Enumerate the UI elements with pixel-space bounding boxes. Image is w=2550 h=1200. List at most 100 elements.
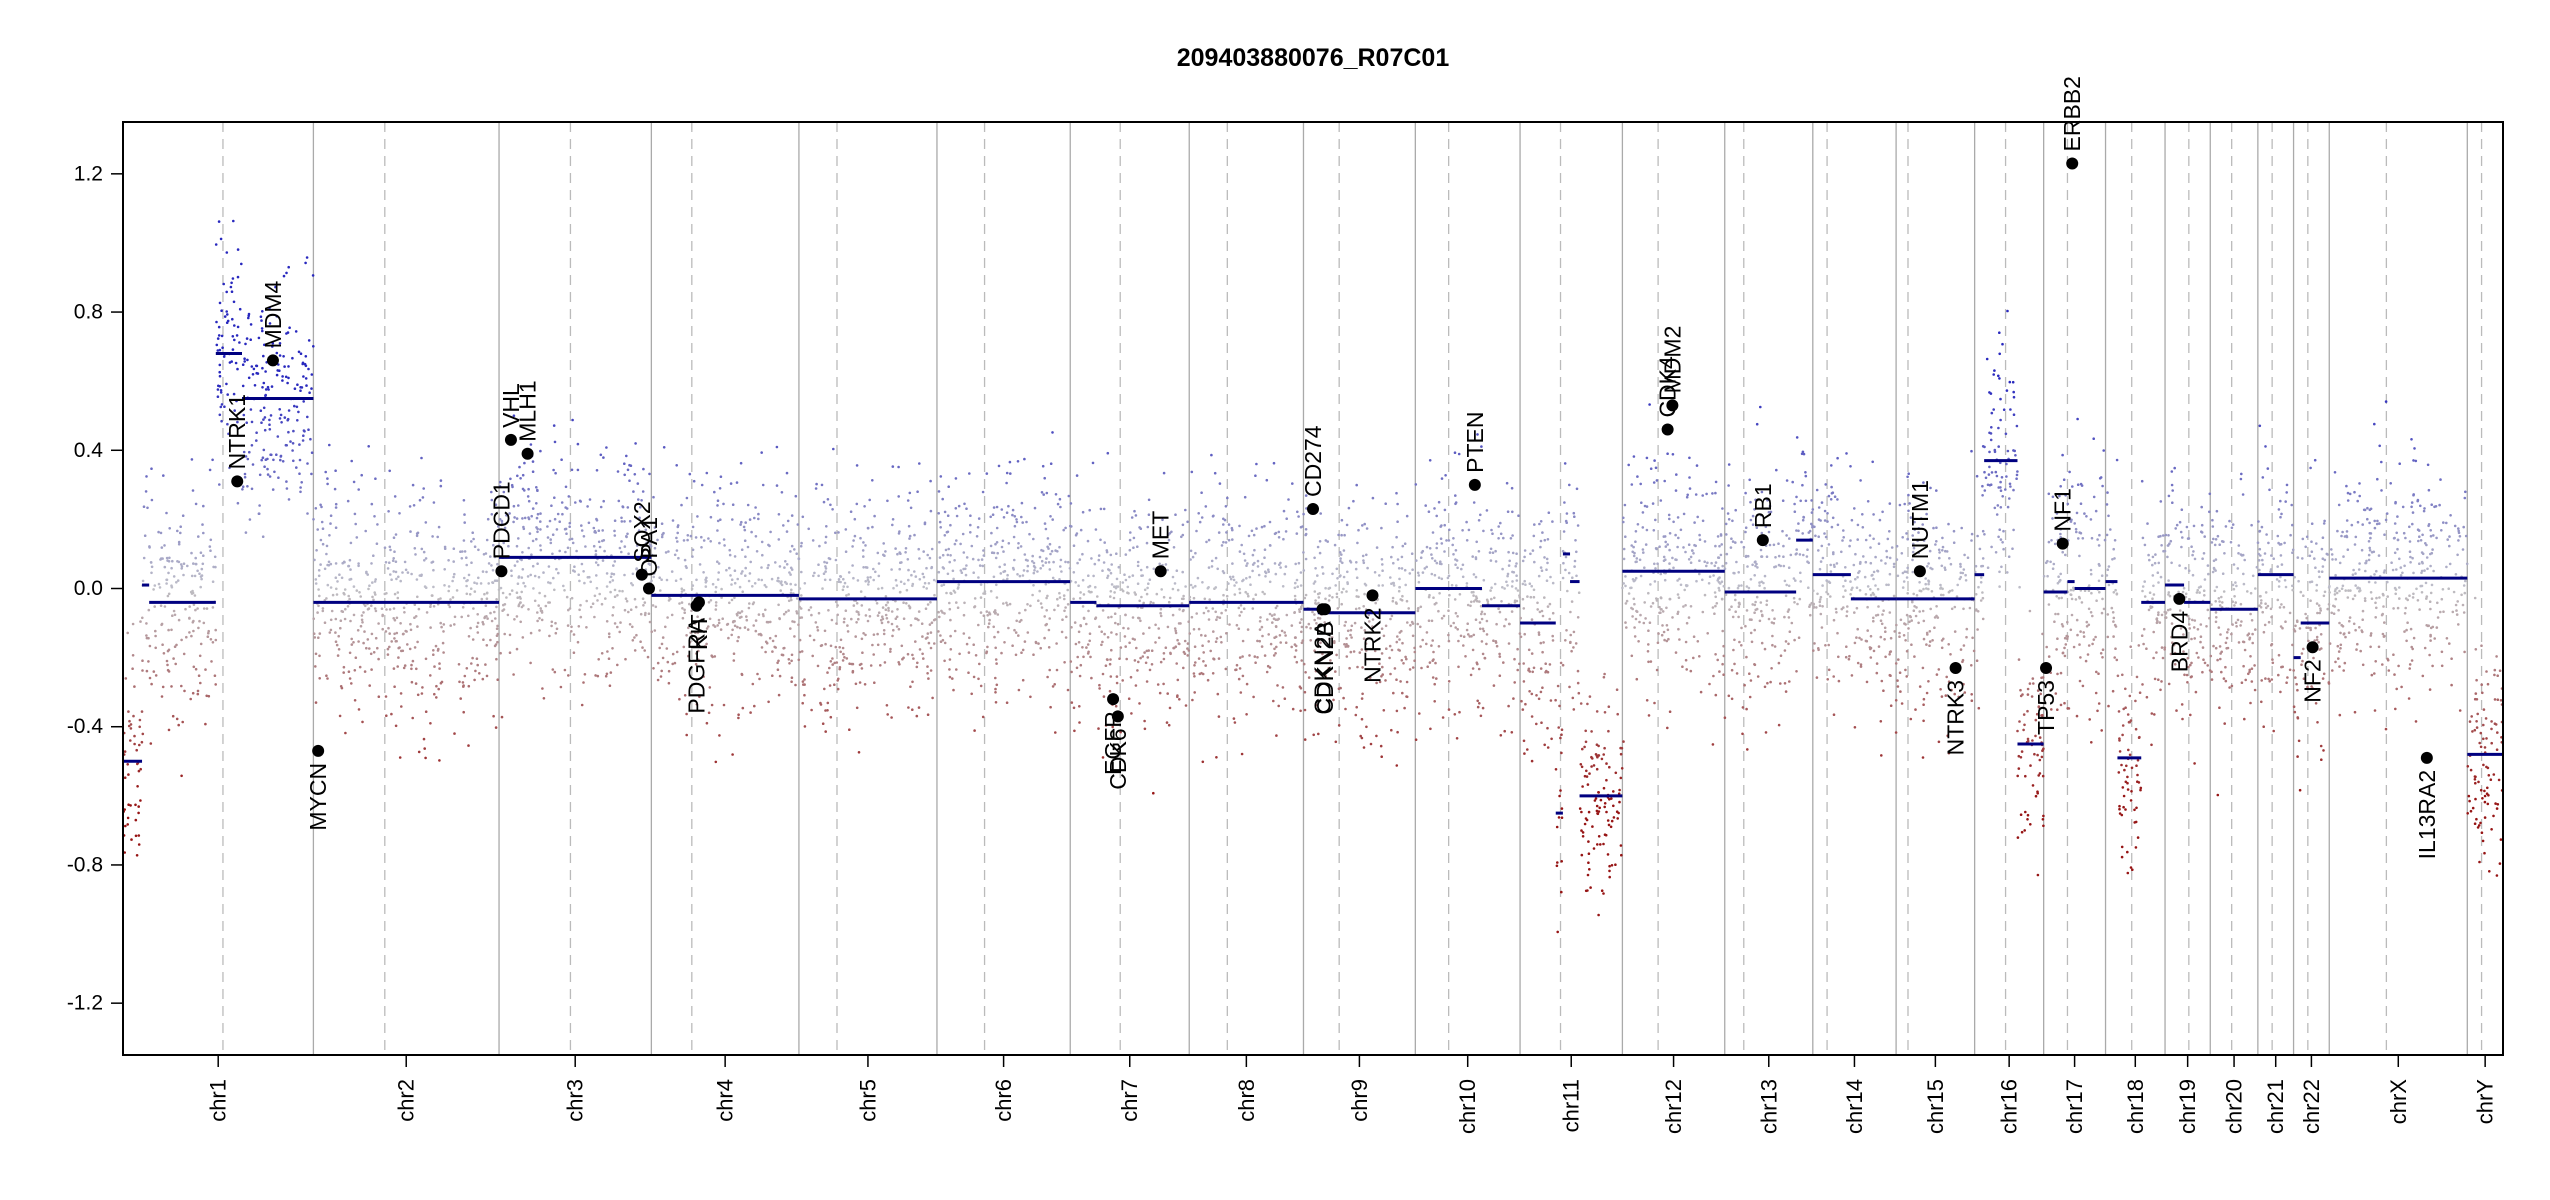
probe-point [306, 462, 309, 465]
probe-point [774, 561, 777, 564]
probe-point [583, 673, 587, 676]
probe-point [711, 582, 715, 586]
probe-point [925, 566, 928, 570]
probe-point [134, 834, 138, 838]
probe-point [1610, 819, 1614, 823]
probe-point [1543, 596, 1546, 599]
probe-point [1435, 542, 1439, 545]
probe-point [1943, 566, 1947, 569]
probe-point [398, 756, 402, 759]
probe-point [1692, 656, 1695, 660]
probe-point [939, 640, 943, 643]
probe-point [304, 355, 308, 358]
probe-point [766, 566, 769, 570]
probe-point [948, 668, 951, 671]
probe-point [778, 617, 781, 621]
probe-point [370, 604, 373, 607]
probe-point [1597, 810, 1601, 813]
probe-point [1808, 529, 1812, 533]
probe-point [1233, 593, 1237, 596]
probe-point [1660, 633, 1664, 637]
probe-point [1435, 561, 1439, 565]
probe-point [1848, 544, 1851, 548]
probe-point [1194, 661, 1197, 664]
probe-point [628, 479, 631, 483]
probe-point [1263, 556, 1266, 559]
probe-point [1224, 541, 1228, 544]
probe-point [656, 538, 659, 542]
probe-point [1335, 595, 1339, 599]
probe-point [328, 631, 332, 634]
probe-point [716, 578, 720, 581]
probe-point [659, 675, 663, 678]
probe-point [612, 606, 615, 609]
probe-point [1283, 697, 1287, 700]
probe-point [1824, 483, 1827, 486]
probe-point [613, 519, 617, 522]
probe-point [190, 551, 193, 555]
probe-point [202, 607, 206, 610]
probe-point [1135, 646, 1138, 650]
probe-point [519, 601, 522, 604]
probe-point [1544, 662, 1547, 665]
probe-point [183, 689, 186, 693]
probe-point [138, 725, 141, 729]
probe-point [1318, 650, 1322, 654]
probe-point [981, 490, 985, 494]
probe-point [844, 528, 848, 531]
probe-point [1701, 494, 1704, 497]
probe-point [463, 550, 467, 553]
probe-point [414, 553, 417, 556]
probe-point [1620, 767, 1624, 770]
probe-point [1345, 523, 1349, 527]
probe-point [568, 525, 571, 528]
probe-point [1953, 630, 1957, 633]
probe-point [241, 488, 244, 491]
probe-point [1572, 630, 1576, 634]
probe-point [1714, 561, 1718, 564]
probe-point [1251, 553, 1255, 557]
probe-point [774, 646, 777, 649]
probe-point [1528, 690, 1531, 693]
probe-point [1235, 663, 1239, 667]
probe-point [1823, 509, 1827, 513]
probe-point [177, 542, 181, 546]
probe-point [1797, 522, 1800, 525]
probe-point [541, 687, 544, 690]
probe-point [915, 665, 919, 669]
probe-point [833, 661, 836, 665]
probe-point [1404, 583, 1407, 587]
probe-point [1573, 565, 1576, 568]
probe-point [1231, 575, 1235, 579]
probe-point [1894, 731, 1898, 734]
probe-point [485, 570, 488, 574]
probe-point [433, 665, 436, 668]
probe-point [965, 642, 969, 646]
probe-point [1178, 698, 1181, 701]
probe-point [816, 625, 819, 629]
probe-point [1319, 641, 1322, 645]
probe-point [1049, 705, 1052, 709]
probe-point [994, 646, 997, 650]
probe-point [527, 546, 530, 550]
probe-point [249, 408, 253, 411]
probe-point [1911, 600, 1914, 604]
probe-point [228, 466, 231, 470]
probe-point [531, 564, 535, 568]
probe-point [682, 588, 686, 592]
probe-point [985, 610, 989, 613]
probe-point [1274, 652, 1277, 655]
probe-point [552, 468, 555, 472]
probe-point [279, 458, 282, 462]
probe-point [816, 664, 820, 668]
probe-point [1733, 571, 1736, 575]
probe-point [1313, 556, 1316, 560]
probe-point [1546, 605, 1550, 608]
probe-point [502, 490, 506, 494]
probe-point [532, 587, 535, 590]
probe-point [1698, 538, 1702, 541]
probe-point [508, 651, 512, 654]
probe-point [1771, 609, 1774, 612]
probe-point [1258, 639, 1261, 643]
probe-point [1754, 600, 1757, 604]
